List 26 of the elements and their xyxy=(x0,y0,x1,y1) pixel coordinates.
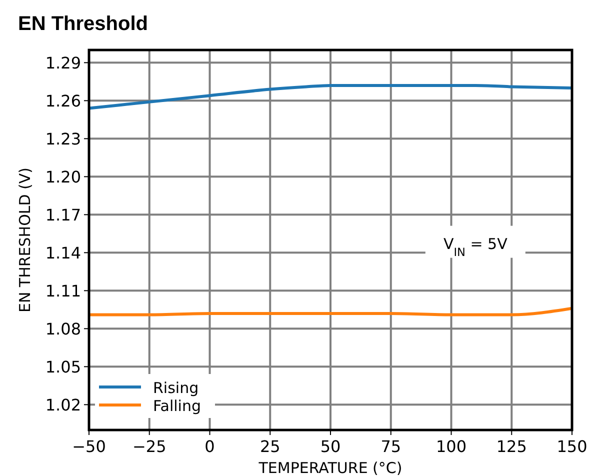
x-tick-label: 75 xyxy=(380,437,402,456)
y-tick-label: 1.05 xyxy=(45,358,81,377)
y-tick-label: 1.26 xyxy=(45,92,81,111)
x-tick-label: 125 xyxy=(496,437,527,456)
y-tick-label: 1.29 xyxy=(45,54,81,73)
legend-label: Rising xyxy=(153,379,199,397)
x-tick-label: −25 xyxy=(132,437,166,456)
x-tick-label: 0 xyxy=(204,437,215,456)
x-tick-label: 100 xyxy=(436,437,467,456)
y-tick-label: 1.17 xyxy=(45,206,81,225)
x-tick-label: 25 xyxy=(260,437,280,456)
annotation: V$_{IN}$ = 5V xyxy=(443,234,508,258)
x-tick-label: 50 xyxy=(320,437,341,456)
x-axis-title: TEMPERATURE (°C) xyxy=(258,459,402,476)
chart-title: EN Threshold xyxy=(18,13,148,35)
y-tick-label: 1.02 xyxy=(45,396,81,415)
y-axis-title: EN THRESHOLD (V) xyxy=(16,167,34,313)
line-series xyxy=(88,84,574,110)
y-tick-label: 1.11 xyxy=(45,282,81,301)
y-tick-label: 1.08 xyxy=(45,320,81,339)
y-tick-label: 1.20 xyxy=(45,168,81,187)
legend-label: Falling xyxy=(153,397,201,415)
y-tick-label: 1.23 xyxy=(45,130,81,149)
x-tick-label: 150 xyxy=(556,437,588,456)
x-tick-label: −50 xyxy=(72,437,106,456)
y-tick-label: 1.14 xyxy=(45,244,81,263)
